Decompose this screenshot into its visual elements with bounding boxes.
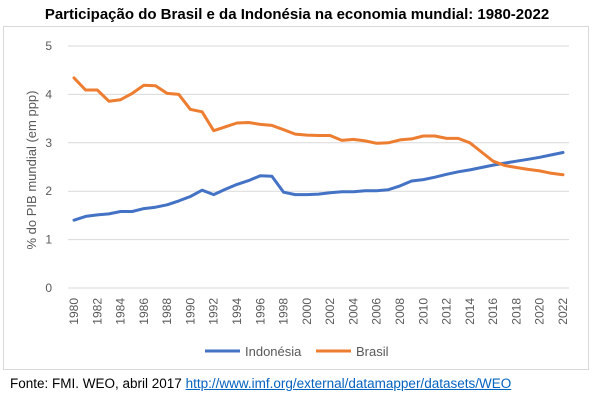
x-tick-label: 2008 bbox=[393, 298, 407, 325]
y-tick-label: 0 bbox=[45, 281, 52, 295]
x-tick-label: 2016 bbox=[486, 298, 500, 325]
x-tick-label: 1990 bbox=[183, 298, 197, 325]
y-axis-ticks: 0 1 2 3 4 5 bbox=[45, 39, 52, 295]
chart-title: Participação do Brasil e da Indonésia na… bbox=[44, 6, 550, 23]
x-tick-label: 1994 bbox=[230, 298, 244, 325]
grid-lines bbox=[68, 45, 569, 289]
series-lines bbox=[72, 76, 565, 222]
x-tick-label: 1998 bbox=[277, 298, 291, 325]
x-tick-label: 1986 bbox=[137, 298, 151, 325]
source-link[interactable]: http://www.imf.org/external/datamapper/d… bbox=[185, 376, 512, 391]
legend-label-indonesia: Indonésia bbox=[245, 344, 302, 359]
x-tick-label: 1982 bbox=[90, 298, 104, 325]
x-tick-label: 2014 bbox=[463, 298, 477, 325]
series-line-brasil bbox=[72, 76, 565, 177]
x-tick-label: 2010 bbox=[416, 298, 430, 325]
y-tick-label: 3 bbox=[45, 136, 52, 150]
source-line: Fonte: FMI. WEO, abril 2017 http://www.i… bbox=[10, 376, 511, 391]
legend: Indonésia Brasil bbox=[205, 344, 389, 359]
x-tick-label: 1988 bbox=[160, 298, 174, 325]
x-tick-label: 2020 bbox=[533, 298, 547, 325]
x-tick-label: 2002 bbox=[323, 298, 337, 325]
x-tick-label: 2012 bbox=[440, 298, 454, 325]
x-tick-label: 2000 bbox=[300, 298, 314, 325]
x-tick-label: 2022 bbox=[556, 298, 570, 325]
series-line-indonesia bbox=[72, 151, 565, 222]
x-tick-label: 2018 bbox=[509, 298, 523, 325]
x-tick-label: 1980 bbox=[67, 298, 81, 325]
x-axis-ticks: 1980 1982 1984 1986 1988 1990 1992 1994 1996 1998… bbox=[67, 298, 570, 325]
legend-label-brasil: Brasil bbox=[356, 344, 389, 359]
chart-frame bbox=[3, 26, 589, 370]
y-tick-label: 5 bbox=[45, 39, 52, 53]
y-tick-label: 4 bbox=[45, 87, 52, 101]
source-text: Fonte: FMI. WEO, abril 2017 bbox=[10, 376, 182, 391]
y-tick-label: 1 bbox=[45, 233, 52, 247]
x-tick-label: 2004 bbox=[346, 298, 360, 325]
y-axis-label: % do PIB mundial (em ppp) bbox=[24, 91, 39, 250]
x-tick-label: 1984 bbox=[114, 298, 128, 325]
x-tick-label: 1992 bbox=[207, 298, 221, 325]
x-tick-label: 2006 bbox=[370, 298, 384, 325]
y-tick-label: 2 bbox=[45, 184, 52, 198]
x-tick-label: 1996 bbox=[253, 298, 267, 325]
